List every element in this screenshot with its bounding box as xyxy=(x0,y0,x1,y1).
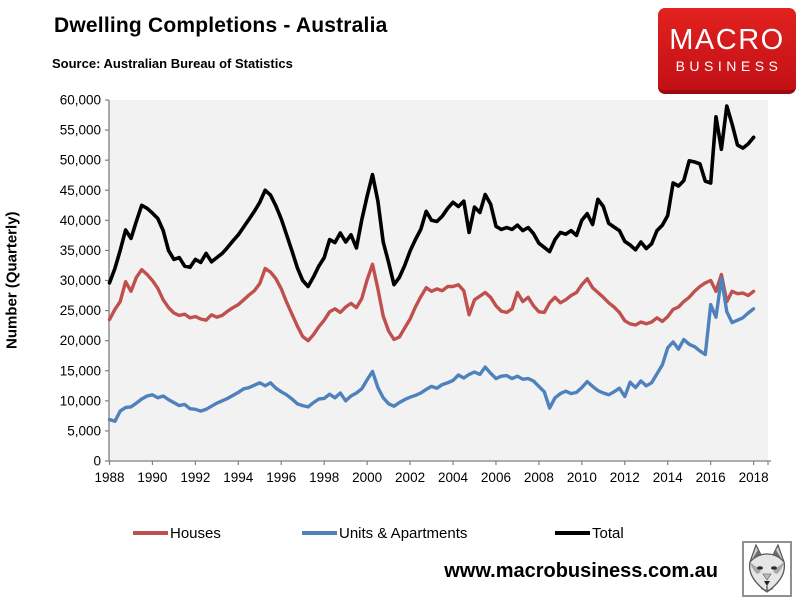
x-tick-label: 2000 xyxy=(352,470,382,485)
y-tick-label: 10,000 xyxy=(60,393,101,408)
x-tick-label: 2012 xyxy=(610,470,640,485)
x-tick-label: 2018 xyxy=(739,470,769,485)
series-line-units-apartments xyxy=(107,276,756,423)
series-line-houses xyxy=(107,262,756,343)
x-tick-label: 2010 xyxy=(567,470,597,485)
y-tick-label: 0 xyxy=(93,454,101,469)
x-tick-label: 1992 xyxy=(180,470,210,485)
x-tick-label: 2014 xyxy=(653,470,684,485)
legend: Houses Units & Apartments Total xyxy=(0,523,798,543)
macrobusiness-logo: MACRO BUSINESS xyxy=(658,8,796,94)
total-line-swatch xyxy=(555,531,590,535)
legend-item-total: Total xyxy=(555,523,624,543)
houses-line-swatch xyxy=(133,531,168,535)
chart: 0 5,000 10,000 15,000 20,000 25,000 30,000 35,0… xyxy=(60,93,771,485)
y-tick-label: 45,000 xyxy=(60,183,101,198)
legend-label-houses: Houses xyxy=(170,524,221,542)
x-tick-label: 2002 xyxy=(395,470,425,485)
legend-label-units: Units & Apartments xyxy=(339,524,468,542)
legend-label-total: Total xyxy=(592,524,624,542)
y-tick-label: 15,000 xyxy=(60,363,101,378)
legend-item-houses: Houses xyxy=(133,523,221,543)
y-tick-label: 25,000 xyxy=(60,303,101,318)
y-tick-label: 50,000 xyxy=(60,153,101,168)
legend-item-units: Units & Apartments xyxy=(302,523,467,543)
series-line-total xyxy=(107,104,756,289)
x-tick-label: 2008 xyxy=(524,470,554,485)
y-tick-label: 55,000 xyxy=(60,123,101,138)
y-tick-label: 20,000 xyxy=(60,333,101,348)
y-tick-label: 35,000 xyxy=(60,243,101,258)
source-caption: Source: Australian Bureau of Statistics xyxy=(52,56,293,71)
logo-line1: MACRO xyxy=(669,23,785,56)
y-tick-label: 60,000 xyxy=(60,93,101,108)
y-tick-label: 5,000 xyxy=(67,423,101,438)
page-title: Dwelling Completions - Australia xyxy=(54,14,388,37)
x-tick-label: 1996 xyxy=(266,470,296,485)
y-tick-label: 30,000 xyxy=(60,273,101,288)
x-tick-label: 1990 xyxy=(137,470,167,485)
logo-line2: BUSINESS xyxy=(675,57,783,74)
x-tick-label: 2016 xyxy=(696,470,726,485)
units-line-swatch xyxy=(302,531,337,535)
wolf-logo-box xyxy=(742,541,792,597)
x-tick-label: 1988 xyxy=(94,470,124,485)
y-tick-label: 40,000 xyxy=(60,213,101,228)
wolf-sketch-icon xyxy=(748,544,786,593)
website-url: www.macrobusiness.com.au xyxy=(444,560,718,582)
x-tick-label: 2006 xyxy=(481,470,511,485)
x-tick-label: 1994 xyxy=(223,470,254,485)
x-tick-label: 2004 xyxy=(438,470,469,485)
x-tick-label: 1998 xyxy=(309,470,339,485)
